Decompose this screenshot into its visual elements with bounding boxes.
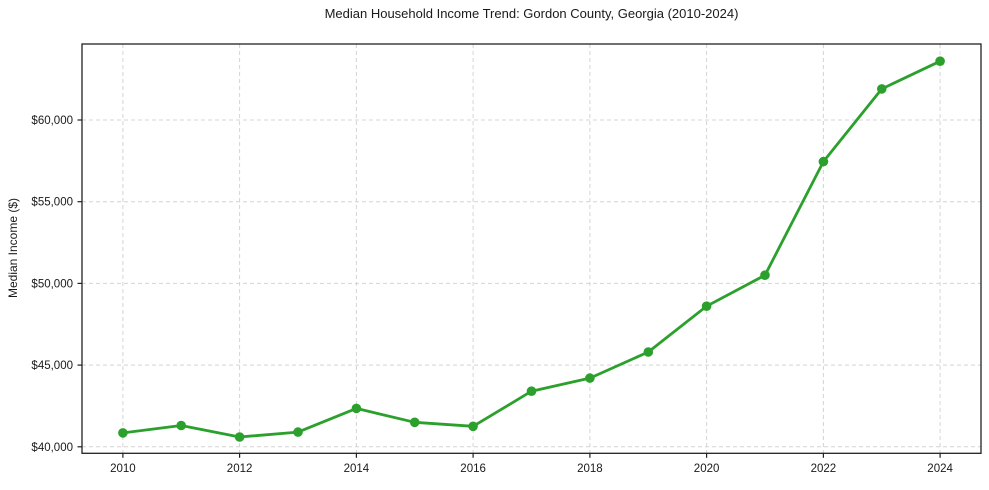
x-tick-label: 2020 bbox=[694, 463, 720, 475]
y-tick-label: $50,000 bbox=[31, 278, 73, 290]
data-point bbox=[935, 56, 945, 66]
data-point bbox=[409, 417, 420, 428]
data-point bbox=[234, 432, 245, 442]
data-point bbox=[176, 420, 186, 431]
data-point bbox=[877, 84, 887, 94]
y-tick-label: $45,000 bbox=[31, 360, 73, 372]
x-tick-label: 2018 bbox=[577, 463, 603, 475]
y-tick-label: $40,000 bbox=[31, 442, 73, 454]
data-point bbox=[293, 427, 303, 437]
x-tick-label: 2022 bbox=[811, 463, 837, 475]
plot-border bbox=[81, 43, 982, 454]
x-tick-label: 2024 bbox=[927, 463, 953, 475]
data-point bbox=[643, 347, 654, 357]
x-tick-label: 2014 bbox=[344, 463, 370, 475]
x-tick-label: 2010 bbox=[110, 463, 136, 475]
chart-title: Median Household Income Trend: Gordon Co… bbox=[324, 6, 739, 21]
data-point bbox=[351, 403, 362, 414]
y-tick-label: $55,000 bbox=[31, 197, 73, 209]
x-tick-label: 2016 bbox=[460, 463, 486, 475]
y-tick-label: $60,000 bbox=[31, 115, 73, 127]
data-point bbox=[468, 421, 478, 432]
trend-line bbox=[121, 59, 942, 439]
data-point bbox=[818, 156, 829, 167]
x-tick-label: 2012 bbox=[227, 463, 253, 475]
data-point bbox=[585, 373, 595, 383]
data-point bbox=[526, 386, 537, 397]
data-point bbox=[118, 428, 128, 438]
data-point bbox=[760, 270, 770, 281]
data-point bbox=[701, 301, 712, 312]
